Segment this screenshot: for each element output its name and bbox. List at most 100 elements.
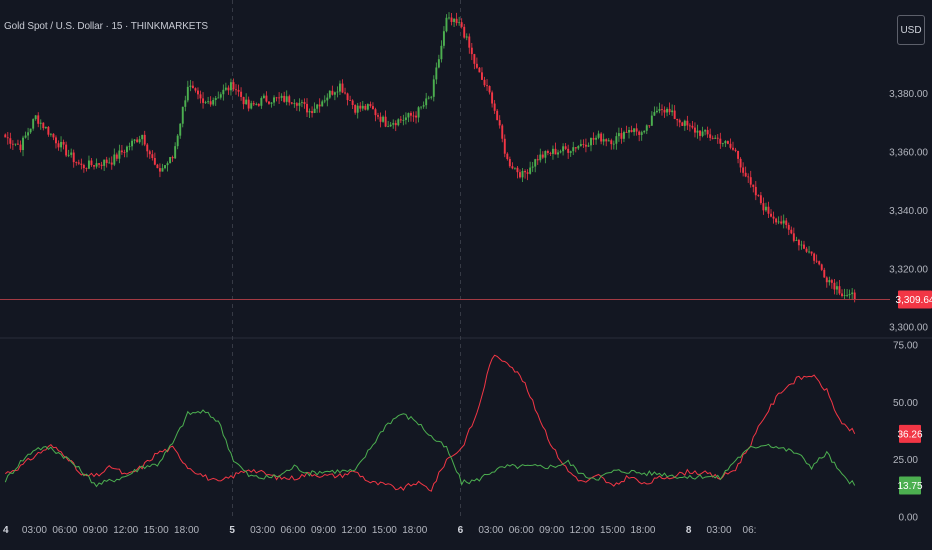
candle	[437, 54, 440, 69]
candle	[85, 167, 88, 172]
candle	[853, 289, 856, 303]
currency-button[interactable]: USD	[897, 15, 925, 45]
candle	[207, 96, 210, 105]
candle	[62, 139, 65, 150]
candle	[526, 169, 529, 181]
candle	[503, 134, 506, 158]
candle	[222, 84, 225, 101]
candle	[772, 211, 775, 224]
candle	[199, 90, 202, 104]
time-tick-label: 12:00	[341, 525, 366, 536]
candle	[577, 145, 580, 151]
candle	[103, 159, 106, 171]
candle	[108, 157, 111, 164]
price-tick-label: 3,380.00	[889, 89, 928, 100]
candle	[595, 135, 598, 145]
price-tick-label: 3,300.00	[889, 323, 928, 334]
candle	[742, 162, 745, 177]
candle	[544, 150, 547, 164]
candle	[704, 129, 707, 136]
candle	[519, 169, 521, 179]
candle	[235, 84, 237, 95]
time-tick-label: 6	[458, 525, 464, 536]
candle	[311, 106, 314, 118]
candle	[559, 149, 562, 154]
candle	[511, 162, 514, 170]
candle	[105, 156, 108, 168]
candle	[120, 144, 123, 155]
candle	[295, 102, 298, 111]
candle	[394, 120, 397, 132]
candle	[562, 143, 565, 156]
candle	[318, 98, 321, 113]
candle	[496, 108, 499, 121]
candle	[265, 91, 268, 103]
candle	[835, 281, 838, 295]
candle	[506, 152, 509, 161]
candle	[792, 227, 795, 243]
candle	[838, 279, 841, 296]
price-axis[interactable]: 3,380.00 3,360.00 3,340.00 3,320.00 3,300.00…	[889, 89, 932, 334]
candle	[448, 12, 450, 20]
candle	[95, 158, 98, 169]
last-price-label: 3,309.64	[896, 295, 932, 306]
candle	[356, 102, 359, 119]
indicator-axis[interactable]: 75.00 50.00 25.00 0.00 36.26 13.75	[893, 341, 923, 524]
candle	[475, 57, 478, 69]
candle	[148, 149, 151, 159]
candle	[549, 151, 552, 157]
price-tick-label: 3,320.00	[889, 264, 928, 275]
candle	[752, 184, 755, 193]
candle	[158, 163, 161, 178]
candle	[600, 132, 603, 145]
candle	[90, 157, 93, 167]
price-tick-label: 3,360.00	[889, 147, 928, 158]
candle	[602, 133, 605, 146]
candle	[628, 127, 630, 139]
candle	[227, 85, 230, 95]
indicator-line	[4, 409, 856, 488]
candle	[336, 86, 339, 98]
candle	[488, 85, 491, 95]
candle	[247, 96, 250, 112]
candle	[217, 91, 220, 99]
candle	[377, 112, 379, 120]
candle	[764, 202, 767, 212]
candle	[770, 209, 772, 218]
candle	[333, 91, 336, 101]
candle	[133, 138, 136, 144]
time-tick-label: 15:00	[372, 525, 397, 536]
price-pane[interactable]	[4, 12, 856, 303]
last-price-tag: 3,309.64	[896, 290, 932, 309]
candle	[714, 135, 717, 139]
candle	[341, 79, 344, 94]
candle	[176, 134, 179, 150]
candle	[729, 138, 732, 150]
candle	[732, 141, 734, 151]
candle	[189, 79, 192, 92]
candle	[402, 114, 405, 126]
candle	[39, 119, 42, 130]
candle	[209, 96, 212, 107]
candle	[463, 23, 466, 39]
candle	[617, 127, 620, 142]
candle	[240, 87, 243, 101]
candle	[407, 112, 410, 123]
time-tick-label: 03:00	[478, 525, 503, 536]
candle	[699, 130, 701, 141]
candle	[6, 132, 9, 145]
indicator-pane[interactable]	[4, 354, 856, 492]
candle	[151, 150, 154, 161]
time-axis[interactable]: 4 03:00 06:00 09:00 12:00 15:00 18:00 5 03:00 06:…	[3, 525, 756, 536]
candle	[780, 215, 783, 225]
candle	[709, 128, 712, 141]
candle	[648, 125, 651, 128]
time-tick-label: 12:00	[113, 525, 138, 536]
candle	[501, 123, 504, 143]
candle	[174, 142, 177, 160]
candle	[513, 167, 516, 170]
candle	[229, 78, 232, 96]
candle	[412, 111, 415, 122]
candle	[767, 201, 770, 219]
